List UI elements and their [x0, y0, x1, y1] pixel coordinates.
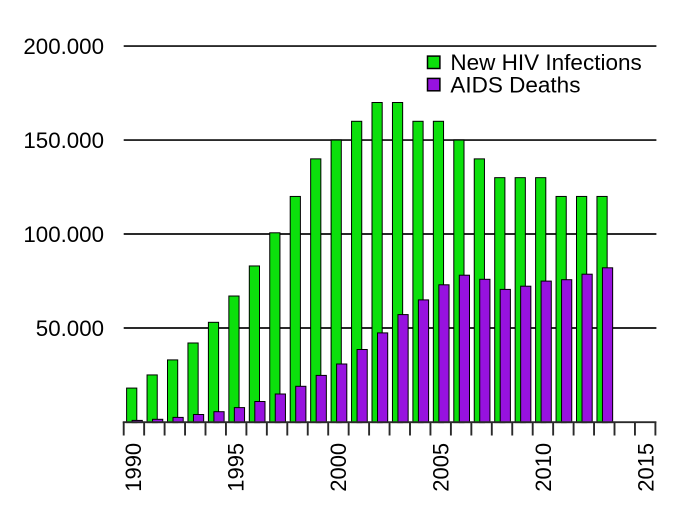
svg-text:200.000: 200.000 — [23, 34, 104, 59]
svg-text:2015: 2015 — [634, 443, 659, 492]
svg-text:150.000: 150.000 — [23, 128, 104, 153]
svg-text:1995: 1995 — [224, 443, 249, 492]
svg-text:100.000: 100.000 — [23, 222, 104, 247]
svg-text:New HIV Infections: New HIV Infections — [450, 50, 641, 75]
svg-text:2005: 2005 — [429, 443, 454, 492]
svg-text:50.000: 50.000 — [36, 316, 104, 341]
svg-text:1990: 1990 — [121, 443, 146, 492]
svg-text:2000: 2000 — [326, 443, 351, 492]
svg-text:2010: 2010 — [531, 443, 556, 492]
svg-text:AIDS Deaths: AIDS Deaths — [450, 72, 580, 97]
